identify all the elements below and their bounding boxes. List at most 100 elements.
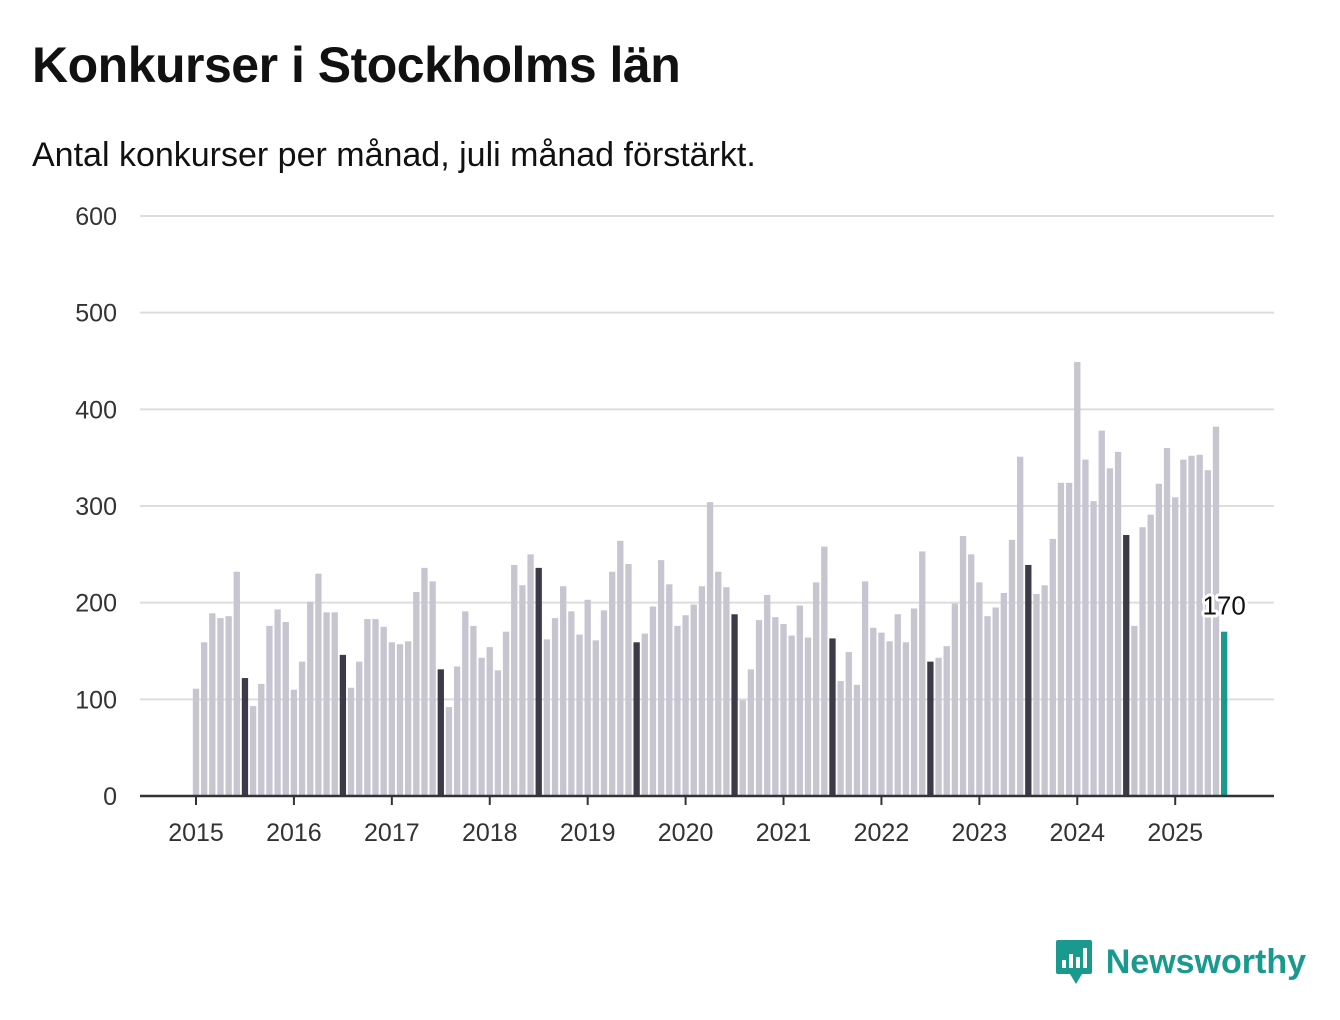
brand-name: Newsworthy [1105, 942, 1306, 981]
bar [690, 604, 697, 796]
bar [641, 633, 648, 796]
bar [870, 627, 877, 796]
bar [617, 540, 624, 796]
newsworthy-brand: Newsworthy [1054, 938, 1306, 986]
bar [698, 586, 706, 796]
bar [462, 611, 469, 796]
bar [266, 625, 273, 796]
bar [331, 612, 338, 796]
bar [1204, 470, 1211, 796]
newsworthy-logo-icon [1055, 940, 1092, 984]
bar-july [437, 669, 444, 796]
bar [1139, 527, 1146, 796]
bar-july [633, 642, 640, 796]
bar-chart: 0 100 200 300 400 500 600 2015 2016 2017 2018 2019 2… [75, 203, 1274, 847]
bar [919, 551, 926, 796]
bar [233, 571, 240, 796]
x-tick-label: 2024 [1049, 819, 1105, 847]
bar [861, 581, 869, 796]
bar [356, 661, 363, 796]
bar [609, 571, 616, 796]
bar [502, 631, 510, 796]
bar [1049, 538, 1056, 796]
bar [657, 560, 665, 796]
bar [755, 620, 763, 796]
bar [1074, 361, 1081, 796]
bar [486, 647, 493, 796]
bar [1172, 497, 1179, 796]
bar [478, 657, 485, 796]
bar [780, 623, 787, 796]
bar [1131, 625, 1138, 796]
bar [217, 618, 224, 796]
bars [192, 361, 1228, 796]
x-tick-label: 2023 [952, 819, 1008, 847]
bar [1090, 501, 1097, 796]
x-tick-label: 2018 [462, 819, 518, 847]
bar [209, 613, 216, 796]
bar-july [1025, 564, 1032, 796]
bar [1180, 459, 1187, 796]
bar [388, 642, 395, 796]
bar-july [535, 567, 542, 796]
x-tick-label: 2020 [658, 819, 714, 847]
bar [560, 586, 567, 796]
bar [274, 609, 281, 796]
bar [649, 606, 657, 796]
bar [413, 592, 420, 796]
bar-july [731, 614, 738, 796]
bar [315, 573, 322, 796]
bar [796, 605, 803, 796]
bar [380, 626, 387, 796]
bar [976, 582, 983, 796]
chart-subtitle: Antal konkurser per månad, juli månad fö… [32, 136, 756, 174]
x-tick-label: 2019 [560, 819, 616, 847]
bar [1188, 455, 1195, 796]
x-tick-label: 2017 [364, 819, 420, 847]
bar [372, 619, 379, 796]
bar [1000, 593, 1007, 796]
bar [192, 688, 200, 796]
y-tick-label: 0 [103, 783, 117, 811]
x-tick-label: 2021 [756, 819, 812, 847]
bar [290, 689, 298, 796]
bar [992, 607, 999, 796]
bar [715, 571, 722, 796]
x-axis [140, 794, 1274, 805]
bar [519, 585, 526, 796]
bar [959, 535, 967, 796]
bar-july [339, 654, 347, 796]
bar [1017, 456, 1024, 796]
bar [935, 657, 942, 796]
bar [568, 611, 575, 796]
bar-july [927, 661, 934, 796]
bar [429, 581, 436, 796]
bar [405, 641, 412, 796]
bar [470, 625, 477, 796]
bar [347, 687, 355, 796]
bar [625, 564, 632, 796]
bar [282, 622, 289, 796]
bar [747, 669, 755, 796]
bar [551, 618, 559, 796]
bar [853, 684, 861, 796]
bar [249, 706, 257, 796]
bar [1147, 514, 1154, 796]
bar [1155, 483, 1163, 796]
bar [968, 554, 975, 796]
bar [1114, 451, 1122, 796]
bar [886, 641, 893, 796]
bar [298, 661, 306, 796]
bar [445, 707, 453, 796]
bar [813, 582, 820, 796]
bar [894, 614, 901, 796]
latest-value-label: 170 [1202, 591, 1245, 621]
bar [1033, 593, 1040, 796]
bar [364, 619, 371, 796]
bar [666, 584, 673, 796]
bar [764, 594, 771, 796]
bar [910, 608, 918, 796]
bar [674, 625, 681, 796]
bar [592, 640, 599, 796]
bar-july [1123, 535, 1130, 796]
